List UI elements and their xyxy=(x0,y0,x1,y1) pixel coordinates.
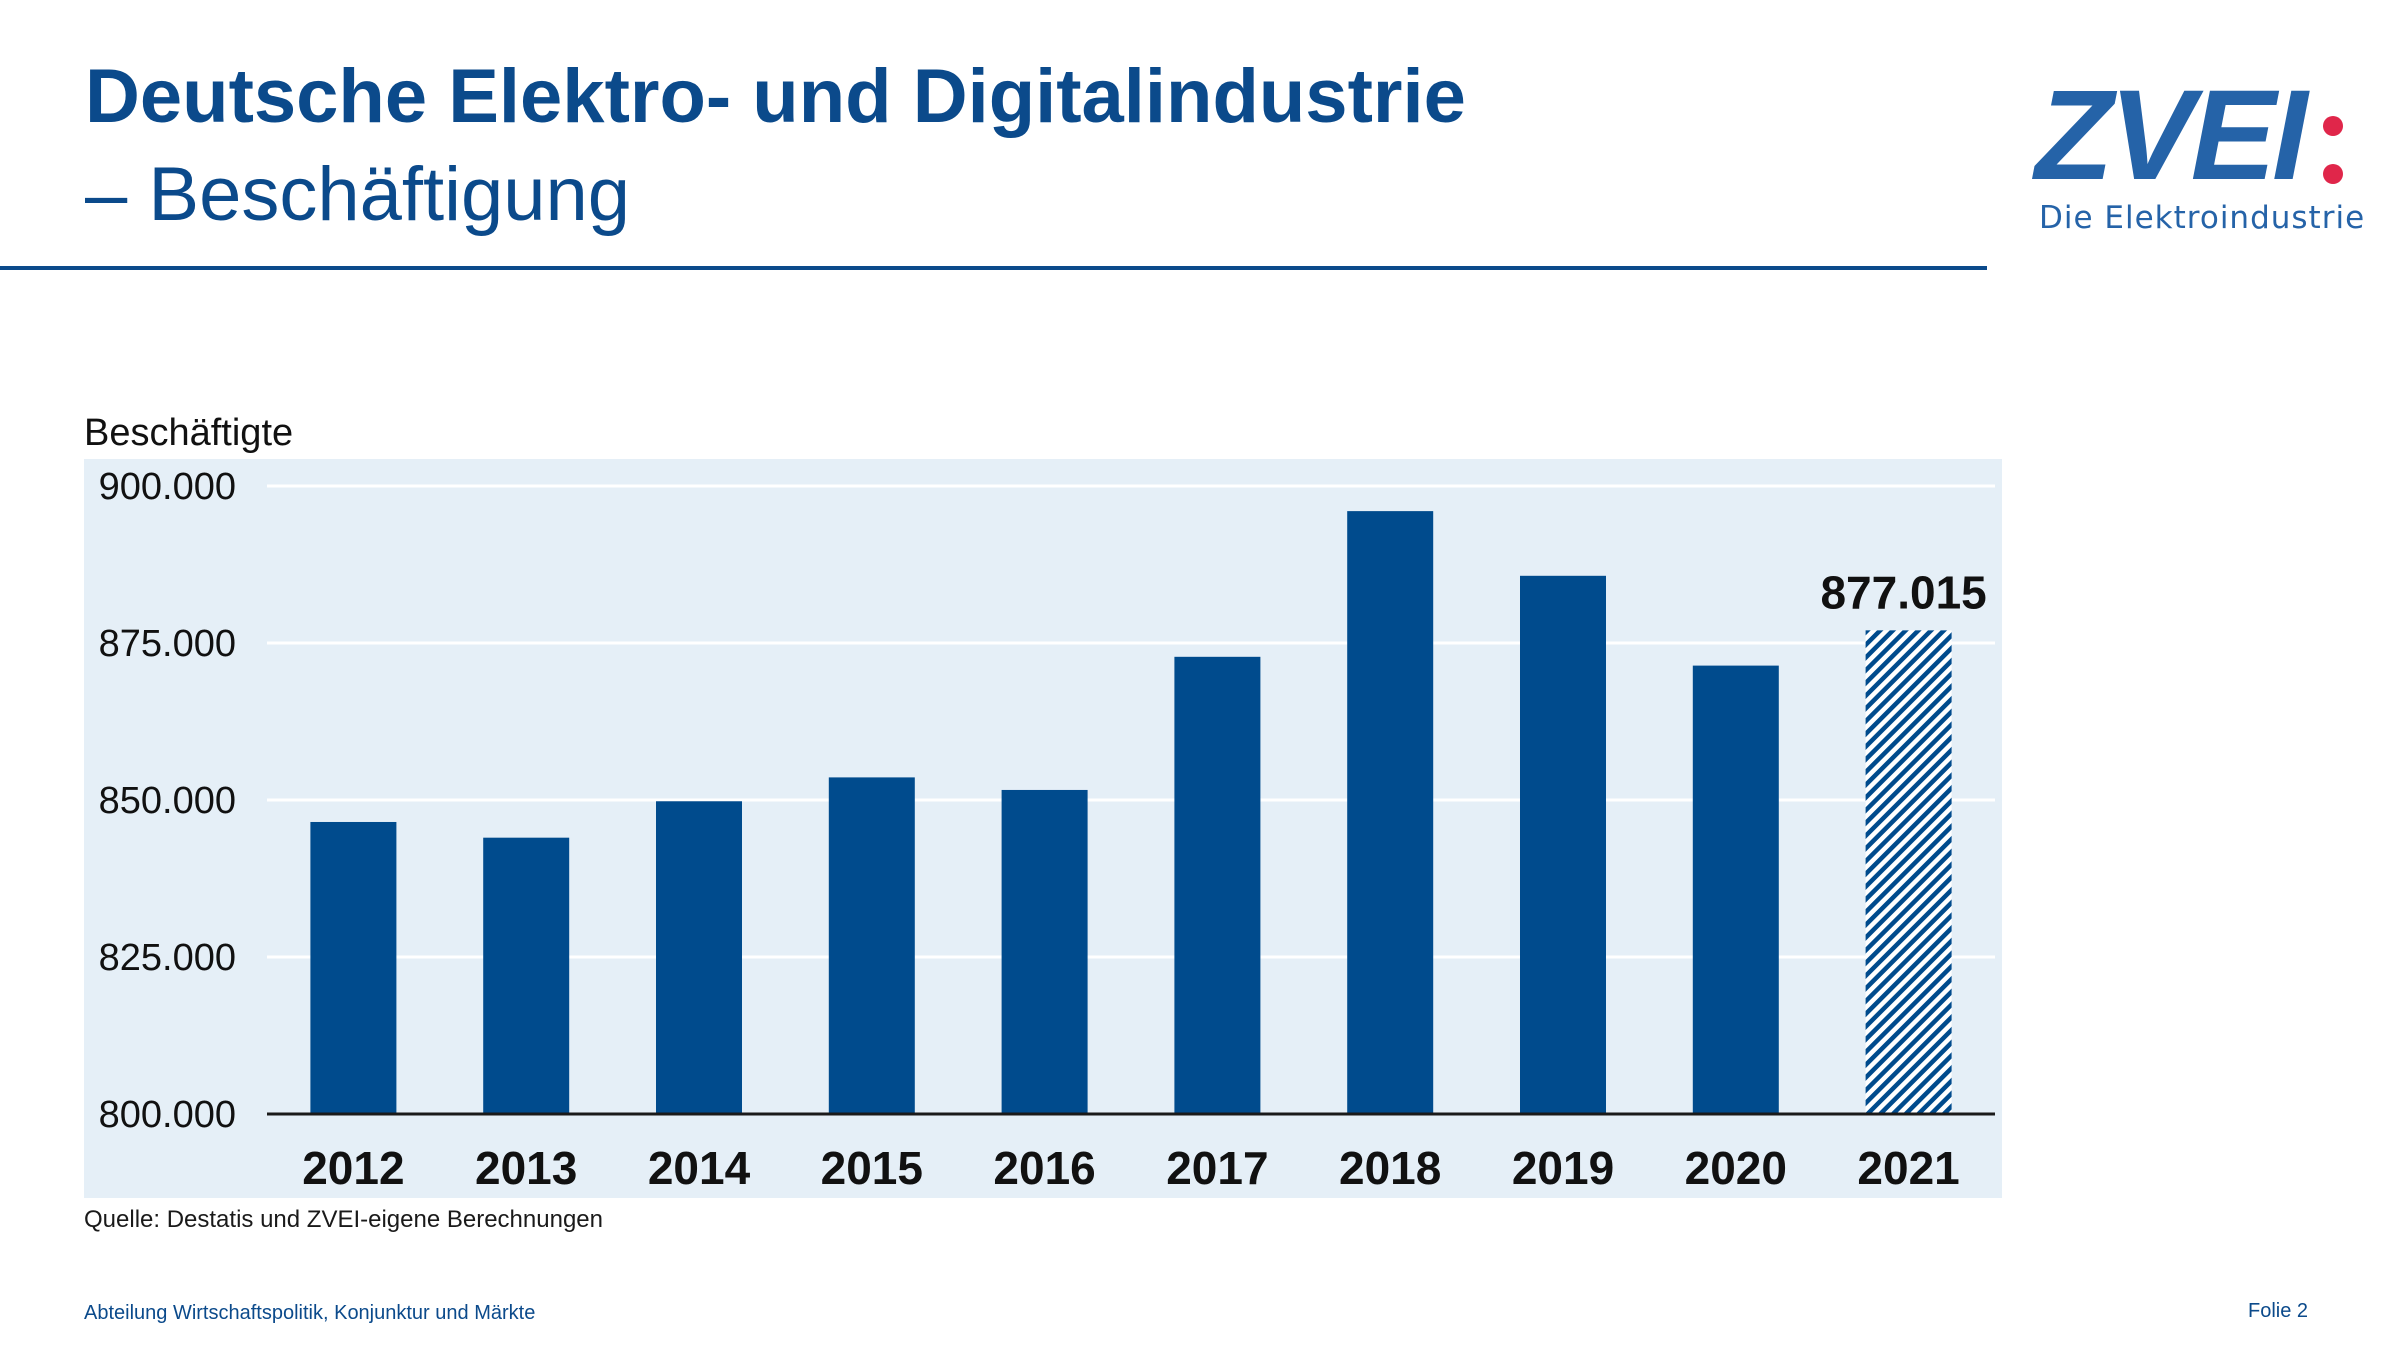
header-divider xyxy=(0,266,1987,270)
bar-2018 xyxy=(1347,511,1434,1114)
x-tick-label: 2013 xyxy=(475,1142,577,1194)
x-axis-tick-labels: 2012 2013 2014 2015 2016 2017 2018 2019 2020 2021 xyxy=(302,1142,1960,1194)
bar-2020 xyxy=(1692,665,1779,1114)
y-tick-label: 900.000 xyxy=(99,466,236,508)
y-tick-label: 800.000 xyxy=(99,1094,236,1136)
x-tick-label: 2021 xyxy=(1857,1142,1959,1194)
x-tick-label: 2016 xyxy=(993,1142,1095,1194)
bars xyxy=(310,511,1952,1114)
bar-2015 xyxy=(828,777,915,1114)
chart-source: Quelle: Destatis und ZVEI-eigene Berechn… xyxy=(84,1206,603,1233)
logo-tagline: Die Elektroindustrie xyxy=(2039,200,2366,236)
slide-title: Deutsche Elektro- und Digitalindustrie –… xyxy=(85,48,1885,244)
bar-2021 xyxy=(1865,630,1952,1114)
y-tick-label: 875.000 xyxy=(99,623,236,665)
logo-colon-icon xyxy=(2323,116,2345,188)
data-label: 877.015 xyxy=(1820,566,1986,618)
x-tick-label: 2014 xyxy=(648,1142,751,1194)
bar-2017 xyxy=(1174,656,1261,1114)
x-tick-label: 2019 xyxy=(1512,1142,1614,1194)
x-tick-label: 2018 xyxy=(1339,1142,1441,1194)
zvei-logo: ZVEI Die Elektroindustrie xyxy=(2035,72,2365,242)
bar-2019 xyxy=(1520,575,1606,1114)
bar-2012 xyxy=(310,821,397,1114)
y-axis-tick-labels: 800.000 825.000 850.000 875.000 900.000 xyxy=(99,466,236,1136)
x-tick-label: 2012 xyxy=(302,1142,404,1194)
footer-page-number: Folie 2 xyxy=(2248,1300,2309,1322)
x-tick-label: 2017 xyxy=(1166,1142,1268,1194)
title-main: Deutsche Elektro- und Digitalindustrie xyxy=(85,54,1466,139)
y-axis-label: Beschäftigte xyxy=(84,412,293,454)
logo-wordmark: ZVEI xyxy=(2035,64,2307,207)
x-tick-label: 2020 xyxy=(1685,1142,1787,1194)
y-tick-label: 825.000 xyxy=(99,937,236,979)
footer-department: Abteilung Wirtschaftspolitik, Konjunktur… xyxy=(84,1302,536,1324)
bar-2013 xyxy=(483,837,570,1114)
y-tick-label: 850.000 xyxy=(99,780,236,822)
x-tick-label: 2015 xyxy=(821,1142,923,1194)
bar-2016 xyxy=(1001,789,1088,1114)
title-subtitle: – Beschäftigung xyxy=(85,152,631,237)
bar-2014 xyxy=(656,801,742,1114)
data-annotations: 877.015 xyxy=(1820,566,1986,618)
